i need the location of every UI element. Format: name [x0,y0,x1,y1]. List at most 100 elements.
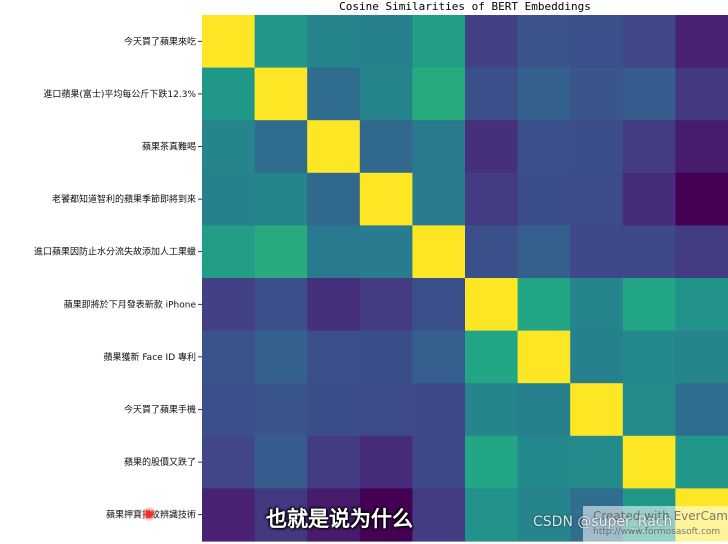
heatmap-cell-r5-c0 [202,278,256,332]
heatmap-cell-r1-c5 [465,67,519,121]
heatmap-cell-r1-c0 [202,67,256,121]
heatmap-cell-r4-c0 [202,225,256,279]
heatmap-cell-r2-c1 [254,120,308,174]
heatmap-cell-r8-c4 [412,435,466,489]
heatmap-cell-r0-c3 [359,15,413,69]
heatmap-cell-r3-c6 [517,172,571,226]
row-label-1: 進口蘋果(富士)平均每公斤下跌12.3% [43,88,196,100]
heatmap-cell-r6-c6 [517,330,571,384]
heatmap-cell-r7-c6 [517,383,571,437]
heatmap-cell-r9-c5 [465,488,519,542]
heatmap-cell-r2-c4 [412,120,466,174]
heatmap-cell-r6-c7 [570,330,624,384]
heatmap-cell-r3-c3 [359,172,413,226]
heatmap-cell-r1-c2 [307,67,361,121]
heatmap-cell-r1-c6 [517,67,571,121]
heatmap-cell-r1-c3 [359,67,413,121]
heatmap-cell-r3-c7 [570,172,624,226]
heatmap-cell-r1-c7 [570,67,624,121]
heatmap-cell-r0-c1 [254,15,308,69]
heatmap-cell-r2-c7 [570,120,624,174]
heatmap-cell-r8-c7 [570,435,624,489]
heatmap-cell-r8-c9 [675,435,728,489]
heatmap-cell-r7-c1 [254,383,308,437]
watermark-url: http://www.formosasoft.com [593,527,721,537]
heatmap-cell-r9-c6 [517,488,571,542]
heatmap-cell-r5-c1 [254,278,308,332]
heatmap-cells [202,15,728,542]
video-subtitle: 也就是说为什么 [266,507,413,531]
heatmap-cell-r4-c4 [412,225,466,279]
heatmap-cell-r8-c8 [622,435,676,489]
row-label-6: 蘋果獲新 Face ID 專利 [103,351,196,363]
heatmap-cell-r5-c5 [465,278,519,332]
heatmap-cell-r5-c8 [622,278,676,332]
heatmap-cell-r6-c2 [307,330,361,384]
heatmap-cell-r4-c5 [465,225,519,279]
heatmap-cell-r7-c9 [675,383,728,437]
heatmap-cell-r2-c8 [622,120,676,174]
heatmap-cell-r0-c4 [412,15,466,69]
heatmap-cell-r3-c2 [307,172,361,226]
heatmap-cell-r1-c1 [254,67,308,121]
heatmap-cell-r1-c9 [675,67,728,121]
row-label-7: 今天買了蘋果手機 [124,404,196,416]
heatmap-cell-r4-c6 [517,225,571,279]
heatmap-cell-r3-c8 [622,172,676,226]
heatmap-cell-r2-c3 [359,120,413,174]
heatmap-cell-r3-c0 [202,172,256,226]
row-label-2: 蘋果茶真難喝 [142,141,196,153]
heatmap-cell-r2-c9 [675,120,728,174]
heatmap-cell-r9-c1 [254,488,308,542]
heatmap-cell-r4-c9 [675,225,728,279]
heatmap-cell-r6-c5 [465,330,519,384]
heatmap-cell-r0-c0 [202,15,256,69]
heatmap-cell-r5-c4 [412,278,466,332]
heatmap-cell-r4-c1 [254,225,308,279]
heatmap-cell-r6-c1 [254,330,308,384]
heatmap-cell-r5-c3 [359,278,413,332]
heatmap-cell-r3-c9 [675,172,728,226]
heatmap-cell-r7-c2 [307,383,361,437]
heatmap-cell-r2-c0 [202,120,256,174]
heatmap-cell-r9-c3 [359,488,413,542]
heatmap-cell-r8-c1 [254,435,308,489]
row-label-8: 蘋果的股價又跌了 [124,456,196,468]
heatmap-cell-r2-c2 [307,120,361,174]
row-label-0: 今天買了蘋果來吃 [124,35,196,47]
heatmap-cell-r8-c6 [517,435,571,489]
heatmap-cell-r8-c3 [359,435,413,489]
heatmap-cell-r7-c4 [412,383,466,437]
heatmap-cell-r9-c4 [412,488,466,542]
watermark-evercam: Created with EverCam [593,509,728,523]
heatmap-cell-r9-c2 [307,488,361,542]
heatmap-cell-r0-c7 [570,15,624,69]
heatmap-cell-r3-c5 [465,172,519,226]
heatmap-cell-r0-c9 [675,15,728,69]
heatmap-cell-r8-c5 [465,435,519,489]
chart-title: Cosine Similarities of BERT Embeddings [339,0,591,13]
heatmap-cell-r7-c0 [202,383,256,437]
watermark-box [583,506,728,544]
heatmap-cell-r3-c4 [412,172,466,226]
heatmap-cell-r4-c7 [570,225,624,279]
watermark-csdn: CSDN @super_Rach [533,514,673,530]
heatmap-cell-r6-c9 [675,330,728,384]
row-label-4: 進口蘋果因防止水分流失故添加人工果蠟 [34,246,196,258]
heatmap-cell-r7-c5 [465,383,519,437]
heatmap-cell-r8-c2 [307,435,361,489]
heatmap-cell-r4-c3 [359,225,413,279]
row-label-5: 蘋果即將於下月發表新款 iPhone [64,298,197,310]
heatmap-cell-r6-c8 [622,330,676,384]
heatmap-cell-r7-c7 [570,383,624,437]
heatmap-cell-r4-c8 [622,225,676,279]
heatmap-cell-r6-c3 [359,330,413,384]
heatmap-cell-r6-c4 [412,330,466,384]
heatmap-cell-r1-c8 [622,67,676,121]
heatmap-cell-r2-c5 [465,120,519,174]
heatmap-cell-r0-c2 [307,15,361,69]
heatmap-cell-r5-c9 [675,278,728,332]
heatmap-cell-r9-c0 [202,488,256,542]
